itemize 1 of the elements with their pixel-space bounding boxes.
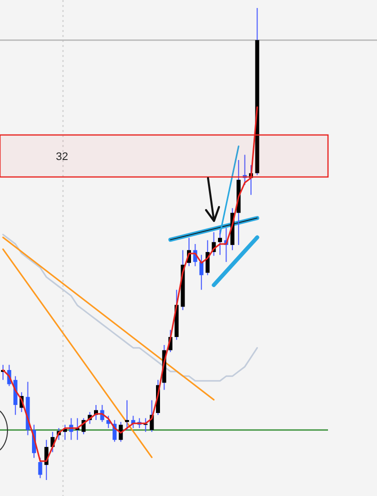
- band-label: 32: [56, 150, 68, 163]
